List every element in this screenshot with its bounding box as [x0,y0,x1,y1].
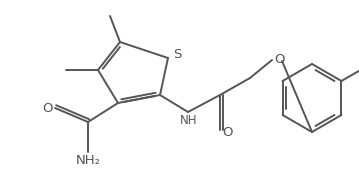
Text: NH: NH [180,113,198,126]
Text: S: S [173,47,181,60]
Text: O: O [42,102,52,115]
Text: NH₂: NH₂ [75,153,101,166]
Text: O: O [275,52,285,65]
Text: O: O [223,126,233,140]
